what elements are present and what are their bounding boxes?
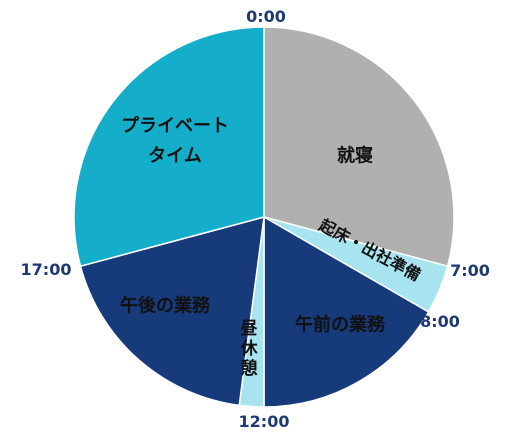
slice-label: 昼休憩 [240, 319, 259, 379]
slice-label: 午前の業務 [295, 313, 386, 335]
pie-slice [79, 215, 265, 407]
pie-slices [73, 26, 455, 408]
slice-label: 午後の業務 [120, 294, 211, 316]
time-label: 7:00 [450, 261, 490, 280]
time-labels: 0:00 7:00 8:00 12:00 17:00 [21, 7, 490, 431]
pie-slice [263, 215, 430, 408]
time-label: 8:00 [420, 312, 460, 331]
pie-slice [263, 26, 455, 268]
slice-label: プライベートタイム [121, 114, 229, 166]
time-label: 17:00 [21, 260, 72, 279]
pie-slice [73, 26, 265, 268]
slice-label: 就寝 [337, 144, 373, 166]
time-label: 12:00 [239, 412, 290, 431]
time-label: 0:00 [246, 7, 286, 26]
